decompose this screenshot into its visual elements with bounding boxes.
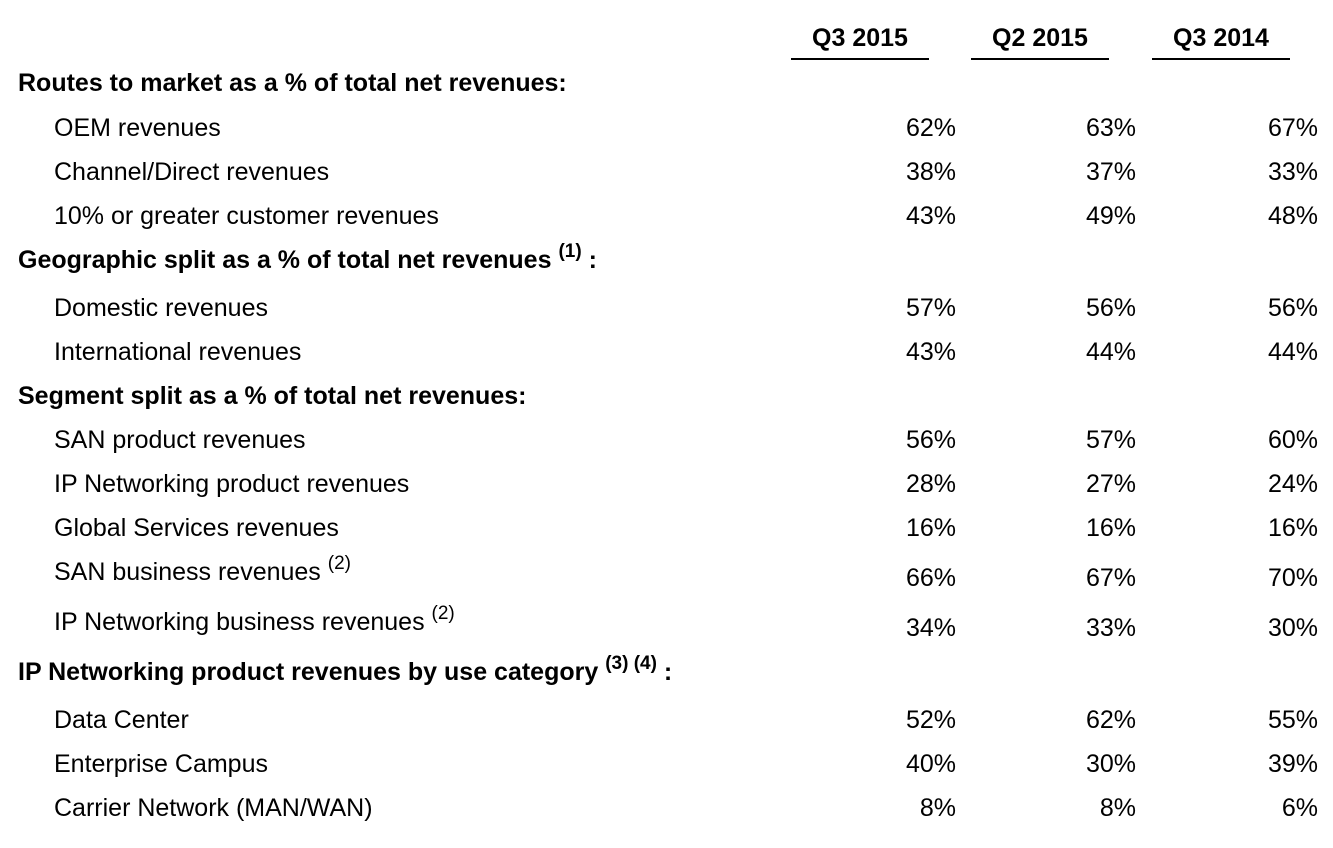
value-q3-2014: 24%	[1267, 470, 1318, 498]
value-q2-2015: 56%	[1085, 294, 1136, 322]
table-row-enterprise-campus: Enterprise Campus 40% 30% 39%	[0, 748, 1333, 780]
value-q3-2015: 56%	[905, 426, 956, 454]
section-routes-to-market: Routes to market as a % of total net rev…	[0, 67, 1333, 99]
row-label: OEM revenues	[54, 114, 221, 142]
value-q2-2015: 44%	[1085, 338, 1136, 366]
row-label: Channel/Direct revenues	[54, 158, 330, 186]
value-q2-2015: 49%	[1085, 202, 1136, 230]
value-q3-2015: 16%	[905, 514, 956, 542]
value-q3-2014: 67%	[1267, 114, 1318, 142]
row-label: IP Networking business revenues (2)	[54, 602, 455, 636]
value-q3-2014: 16%	[1267, 514, 1318, 542]
value-q3-2015: 40%	[905, 750, 956, 778]
value-q2-2015: 63%	[1085, 114, 1136, 142]
table-row-san-product: SAN product revenues 56% 57% 60%	[0, 424, 1333, 456]
value-q3-2015: 38%	[905, 158, 956, 186]
section-title: IP Networking product revenues by use ca…	[18, 652, 673, 686]
value-q3-2015: 43%	[905, 202, 956, 230]
row-label: SAN product revenues	[54, 426, 306, 454]
table-row-global-services: Global Services revenues 16% 16% 16%	[0, 512, 1333, 544]
row-label: Global Services revenues	[54, 514, 339, 542]
table-row-oem: OEM revenues 62% 63% 67%	[0, 112, 1333, 144]
row-label: IP Networking product revenues	[54, 470, 410, 498]
value-q2-2015: 62%	[1085, 706, 1136, 734]
row-label: Domestic revenues	[54, 294, 268, 322]
value-q3-2015: 57%	[905, 294, 956, 322]
row-label: Enterprise Campus	[54, 750, 268, 778]
section-title: Geographic split as a % of total net rev…	[18, 240, 597, 274]
row-label: International revenues	[54, 338, 302, 366]
value-q3-2015: 43%	[905, 338, 956, 366]
table-row-domestic: Domestic revenues 57% 56% 56%	[0, 292, 1333, 324]
table-row-channel-direct: Channel/Direct revenues 38% 37% 33%	[0, 156, 1333, 188]
section-title: Routes to market as a % of total net rev…	[18, 69, 567, 97]
table-row-carrier-network: Carrier Network (MAN/WAN) 8% 8% 6%	[0, 792, 1333, 824]
value-q3-2015: 34%	[905, 614, 956, 642]
section-segment-split: Segment split as a % of total net revenu…	[0, 380, 1333, 412]
value-q3-2014: 55%	[1267, 706, 1318, 734]
value-q3-2014: 70%	[1267, 564, 1318, 592]
value-q2-2015: 57%	[1085, 426, 1136, 454]
table-row-data-center: Data Center 52% 62% 55%	[0, 704, 1333, 736]
value-q3-2014: 44%	[1267, 338, 1318, 366]
value-q3-2014: 39%	[1267, 750, 1318, 778]
section-ip-networking-by-use-category: IP Networking product revenues by use ca…	[0, 652, 1333, 688]
value-q3-2015: 8%	[919, 794, 956, 822]
value-q2-2015: 8%	[1099, 794, 1136, 822]
table-row-san-business: SAN business revenues (2) 66% 67% 70%	[0, 552, 1333, 592]
row-label: SAN business revenues (2)	[54, 552, 351, 586]
value-q3-2014: 48%	[1267, 202, 1318, 230]
value-q3-2014: 33%	[1267, 158, 1318, 186]
column-header-q3-2015: Q3 2015	[791, 22, 929, 60]
value-q2-2015: 27%	[1085, 470, 1136, 498]
table-row-ten-percent-customer: 10% or greater customer revenues 43% 49%…	[0, 200, 1333, 232]
value-q2-2015: 67%	[1085, 564, 1136, 592]
row-label: 10% or greater customer revenues	[54, 202, 439, 230]
footnote-marker: (2)	[327, 552, 351, 574]
value-q3-2014: 56%	[1267, 294, 1318, 322]
column-header-q2-2015: Q2 2015	[971, 22, 1109, 60]
value-q2-2015: 33%	[1085, 614, 1136, 642]
table-row-ip-networking-business: IP Networking business revenues (2) 34% …	[0, 602, 1333, 642]
row-label: Carrier Network (MAN/WAN)	[54, 794, 373, 822]
value-q3-2015: 28%	[905, 470, 956, 498]
value-q2-2015: 30%	[1085, 750, 1136, 778]
value-q3-2014: 60%	[1267, 426, 1318, 454]
value-q2-2015: 16%	[1085, 514, 1136, 542]
table-row-international: International revenues 43% 44% 44%	[0, 336, 1333, 368]
column-header-q3-2014: Q3 2014	[1152, 22, 1290, 60]
section-title: Segment split as a % of total net revenu…	[18, 382, 527, 410]
footnote-marker: (2)	[431, 602, 455, 624]
value-q2-2015: 37%	[1085, 158, 1136, 186]
row-label: Data Center	[54, 706, 189, 734]
value-q3-2015: 52%	[905, 706, 956, 734]
table-row-ip-networking-product: IP Networking product revenues 28% 27% 2…	[0, 468, 1333, 500]
value-q3-2014: 30%	[1267, 614, 1318, 642]
value-q3-2014: 6%	[1281, 794, 1318, 822]
section-geographic-split: Geographic split as a % of total net rev…	[0, 240, 1333, 276]
value-q3-2015: 66%	[905, 564, 956, 592]
footnote-marker: (1)	[558, 240, 582, 262]
value-q3-2015: 62%	[905, 114, 956, 142]
footnote-marker: (3) (4)	[605, 652, 657, 674]
